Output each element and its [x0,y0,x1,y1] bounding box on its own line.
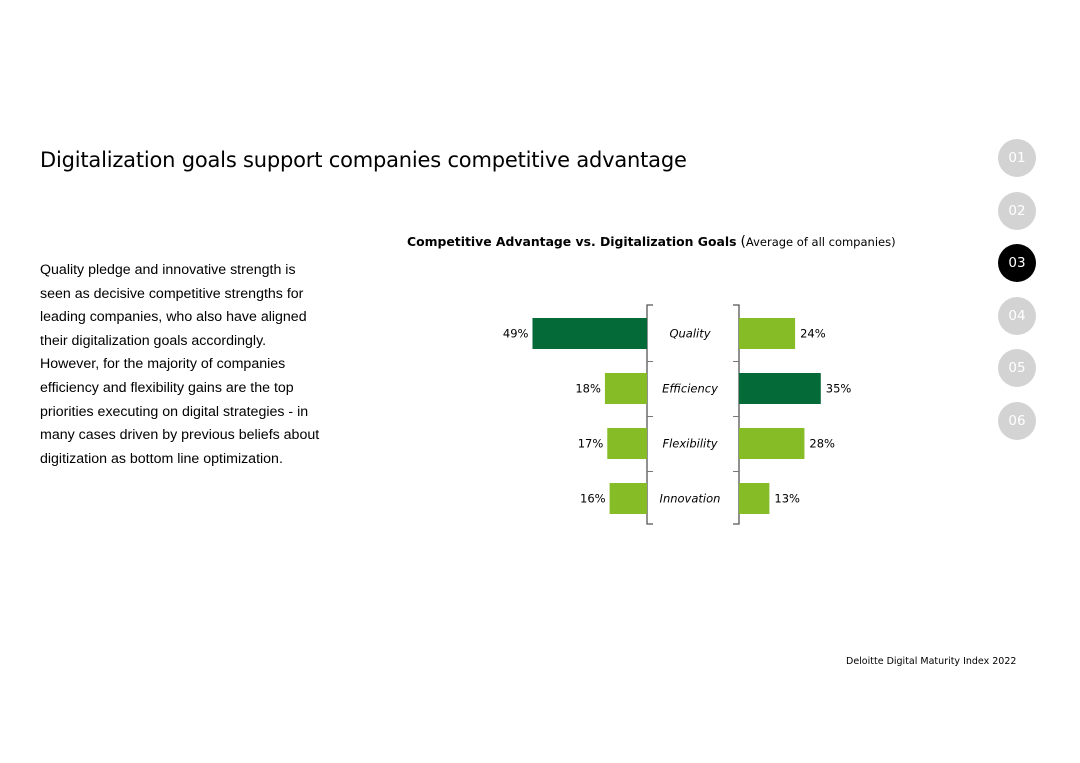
body-text: Quality pledge and innovative strength i… [40,259,322,471]
bar-left-quality [532,318,647,349]
nav-item-01[interactable]: 01 [998,139,1036,177]
category-label-flexibility: Flexibility [662,437,717,451]
bar-right-efficiency [739,373,821,404]
chart-subtitle: Average of all companies) [745,235,896,249]
data-label-right-flexibility: 28% [809,437,835,451]
category-label-innovation: Innovation [660,492,721,506]
bar-left-efficiency [604,373,647,404]
chart-title-main: Competitive Advantage vs. Digitalization… [407,234,737,249]
footer-source: Deloitte Digital Maturity Index 2022 [846,656,1017,667]
data-label-right-efficiency: 35% [826,382,852,396]
nav-item-05[interactable]: 05 [998,349,1036,388]
bar-right-quality [739,318,796,349]
bar-left-flexibility [607,428,647,459]
nav-item-03[interactable]: 03 [998,244,1036,283]
bar-right-flexibility [739,428,805,459]
data-label-left-efficiency: 18% [575,382,601,396]
category-label-quality: Quality [669,327,710,341]
nav-item-06[interactable]: 06 [998,402,1036,440]
page-title: Digitalization goals support companies c… [40,148,687,172]
data-label-left-innovation: 16% [580,492,606,506]
right-bracket [733,304,740,525]
nav-item-04[interactable]: 04 [998,296,1036,335]
chart-title-paren: ( [740,234,746,250]
data-label-right-innovation: 13% [774,492,800,506]
category-label-efficiency: Efficiency [662,382,718,396]
chart-title: Competitive Advantage vs. Digitalization… [407,234,896,250]
left-bracket [646,304,653,525]
data-label-left-quality: 49% [503,327,529,341]
bar-right-innovation [739,483,770,514]
nav-item-02[interactable]: 02 [998,191,1036,230]
data-label-left-flexibility: 17% [578,437,604,451]
data-label-right-quality: 24% [800,327,826,341]
bar-left-innovation [609,483,647,514]
paragraph-2: However, for the majority of companies e… [40,356,320,467]
paragraph-1: Quality pledge and innovative strength i… [40,262,307,349]
